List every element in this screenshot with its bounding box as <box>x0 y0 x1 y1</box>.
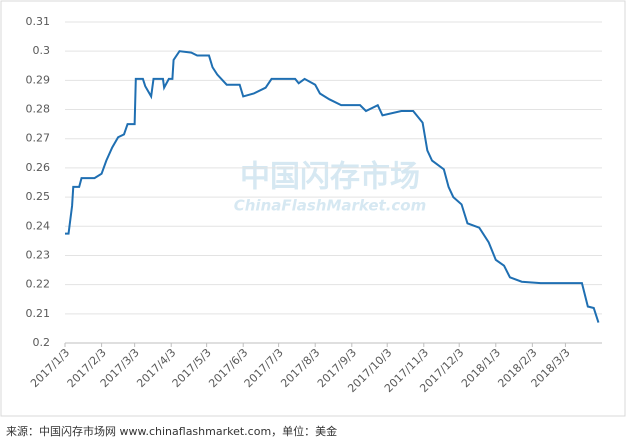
x-tick-label: 2017/1/3 <box>28 346 72 390</box>
chart-border <box>0 0 626 417</box>
y-tick-label: 0.22 <box>26 278 51 291</box>
source-note: 来源：中国闪存市场网 www.chinaflashmarket.com，单位：美… <box>6 424 337 438</box>
y-tick-label: 0.2 <box>33 336 51 349</box>
line <box>65 50 600 323</box>
watermark: 中国闪存市场 <box>240 160 420 195</box>
y-tick-label: 0.25 <box>26 190 51 203</box>
y-tick-label: 0.23 <box>26 248 51 261</box>
y-tick-label: 0.21 <box>26 307 51 320</box>
y-tick-label: 0.3 <box>33 44 51 57</box>
y-tick-label: 0.27 <box>26 132 51 145</box>
y-tick-label: 0.31 <box>26 15 51 28</box>
y-tick-label: 0.26 <box>26 161 51 174</box>
y-tick-label: 0.28 <box>26 103 51 116</box>
x-tick-label: 2017/5/3 <box>170 346 214 390</box>
y-tick-label: 0.24 <box>26 219 51 232</box>
x-tick-label: 2017/7/3 <box>242 346 286 390</box>
x-tick-label: 2017/8/3 <box>278 346 322 390</box>
x-tick-label: 2018/1/3 <box>459 346 503 390</box>
watermark: ChinaFlashMarket.com <box>234 197 427 215</box>
y-tick-label: 0.29 <box>26 73 51 86</box>
